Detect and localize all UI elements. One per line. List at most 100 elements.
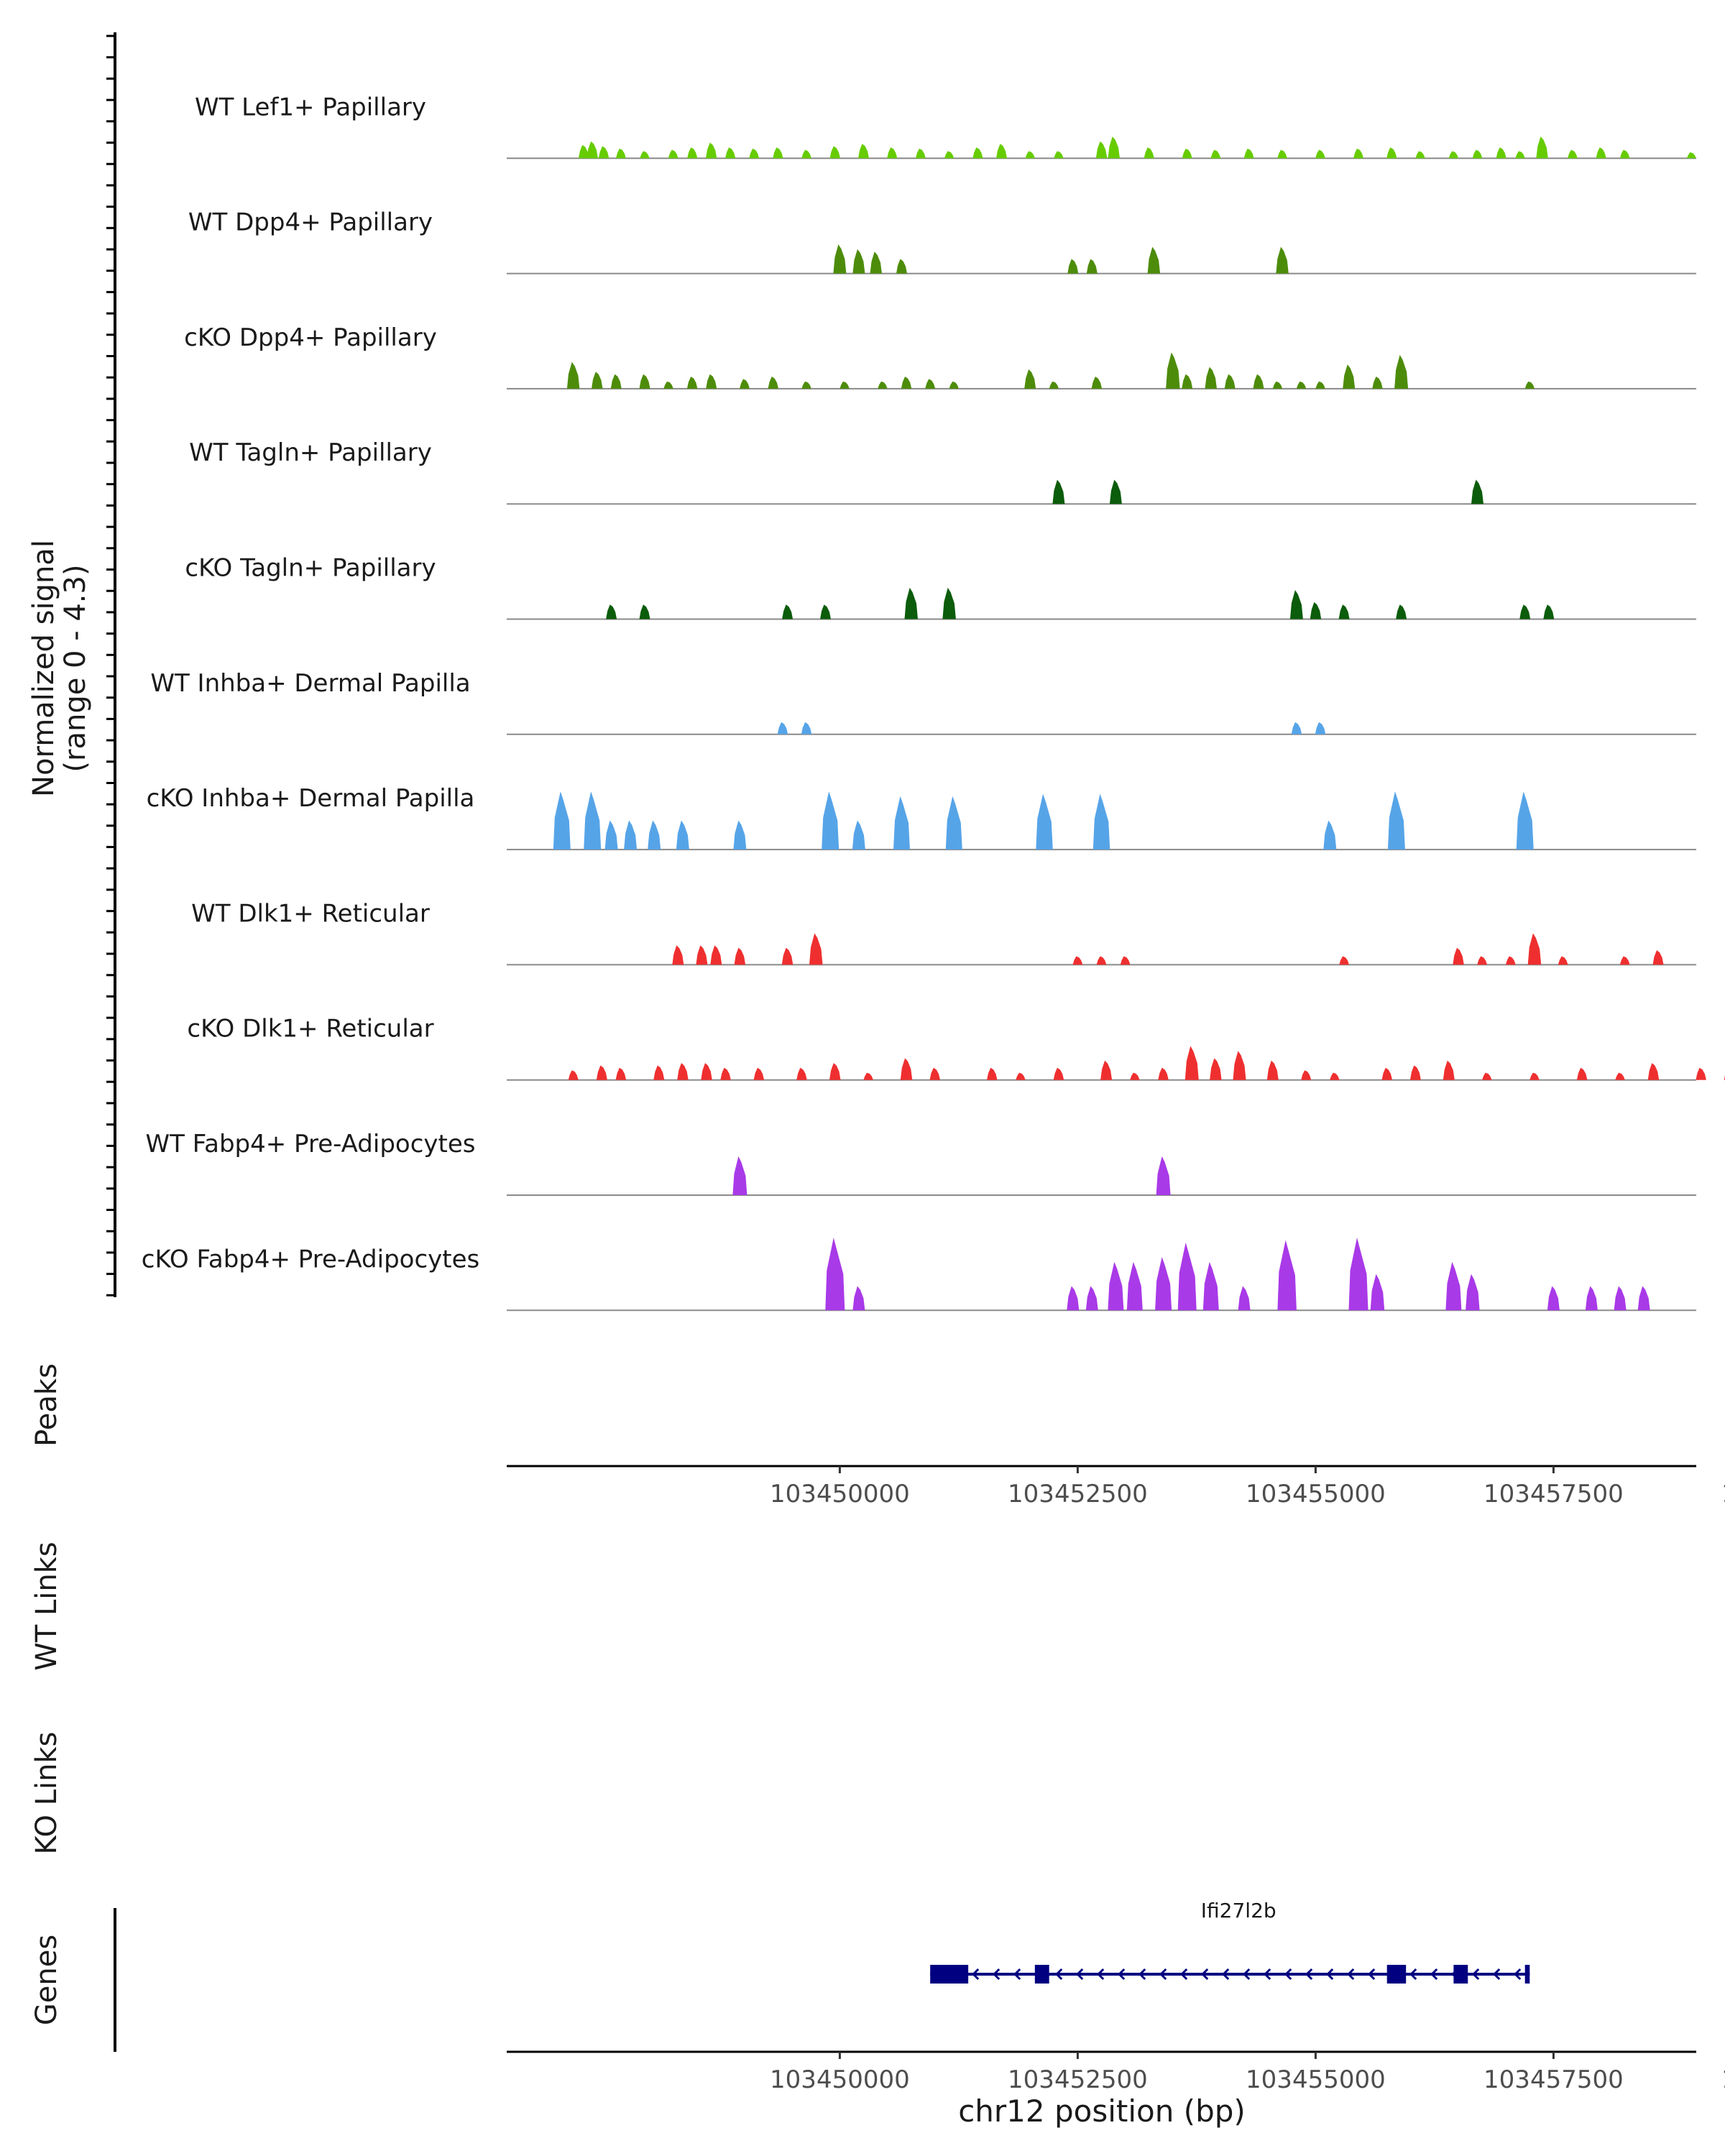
coverage-peak (1202, 1261, 1219, 1311)
track-2: WT Dpp4+ Papillary (188, 208, 1696, 275)
strand-arrow (1264, 1968, 1271, 1981)
peaks-x-axis-ticks: 103450000 103452500 103455000 103457500 1034… (770, 1466, 1725, 1508)
coverage-peak (1095, 141, 1108, 159)
coverage-peak (1100, 1060, 1113, 1080)
coverage-peak (1394, 354, 1409, 389)
strand-arrow (1409, 1968, 1417, 1981)
coverage-peak (596, 1065, 607, 1080)
coverage-peak (701, 1063, 712, 1080)
strand-arrow (1368, 1968, 1376, 1981)
coverage-peak (1530, 1072, 1540, 1080)
coverage-peak (887, 147, 898, 159)
strand-arrow (1180, 1968, 1188, 1981)
coverage-peak (668, 149, 678, 159)
coverage-peak (996, 144, 1007, 159)
track-label: WT Lef1+ Papillary (195, 93, 426, 121)
coverage-peak (1096, 956, 1107, 965)
coverage-peak (1276, 247, 1289, 274)
coverage-peak (852, 249, 865, 274)
strand-arrow (1013, 1968, 1021, 1981)
coverage-peak (782, 604, 794, 619)
coverage-tracks: WT Lef1+ Papillary WT Dpp4+ Papillary cKO … (142, 93, 1725, 1312)
coverage-peak (686, 377, 698, 389)
coverage-peak (801, 381, 811, 389)
coverage-peak (1619, 149, 1630, 159)
x-tick-label: 103450000 (770, 1480, 910, 1508)
x-tick-label: 103452500 (1008, 2065, 1148, 2094)
coverage-peak (1310, 602, 1322, 619)
coverage-peak (578, 144, 589, 159)
coverage-peak (1409, 1065, 1421, 1080)
strand-arrow (1514, 1968, 1522, 1981)
coverage-peak (1516, 791, 1534, 850)
track-label: WT Tagln+ Papillary (189, 438, 432, 467)
coverage-peak (1445, 1261, 1462, 1311)
x-tick-label: 103457500 (1484, 1480, 1624, 1508)
coverage-peak (610, 374, 622, 389)
coverage-peak (604, 820, 618, 850)
coverage-peak (1144, 147, 1154, 159)
coverage-peak (1184, 1046, 1199, 1080)
coverage-peak (1210, 1058, 1222, 1080)
coverage-peak (942, 587, 956, 619)
coverage-peak (801, 149, 811, 159)
track-label: WT Dpp4+ Papillary (188, 208, 433, 237)
coverage-peak (1482, 1072, 1492, 1080)
coverage-peak (648, 820, 661, 850)
strand-arrow (1222, 1968, 1230, 1981)
strand-arrow (1472, 1968, 1480, 1981)
coverage-peak (732, 1156, 748, 1195)
coverage-peak (1277, 149, 1287, 159)
coverage-peak (1614, 1286, 1627, 1311)
coverage-peak (1155, 1257, 1172, 1311)
coverage-peak (1466, 1273, 1480, 1311)
coverage-peak (1415, 151, 1425, 159)
strand-arrow (972, 1968, 980, 1981)
coverage-peak (1386, 147, 1397, 159)
coverage-peak (829, 1063, 841, 1080)
coverage-peak (777, 722, 788, 734)
strand-arrow (1076, 1968, 1084, 1981)
coverage-peak (1596, 147, 1606, 159)
x-tick-label: 103450000 (770, 2065, 910, 2094)
coverage-peak (945, 796, 962, 850)
coverage-peak (1205, 367, 1217, 389)
coverage-peak (822, 791, 840, 850)
coverage-peak (1619, 956, 1630, 965)
coverage-peak (870, 252, 882, 274)
gene-exon (930, 1965, 969, 1984)
coverage-peak (796, 1067, 807, 1080)
x-axis-label: chr12 position (bp) (958, 2093, 1246, 2129)
coverage-peak (749, 148, 760, 159)
coverage-peak (568, 1070, 579, 1080)
coverage-peak (1453, 947, 1464, 965)
track-1: WT Lef1+ Papillary (195, 93, 1696, 160)
coverage-peak (801, 722, 812, 734)
coverage-peak (1515, 151, 1525, 159)
signal-axis-ticks (106, 34, 115, 1296)
coverage-peak (624, 820, 638, 850)
track-11: cKO Fabp4+ Pre-Adipocytes (142, 1238, 1696, 1312)
coverage-peak (1024, 369, 1036, 389)
track-label: WT Fabp4+ Pre-Adipocytes (146, 1130, 476, 1158)
coverage-peak (753, 1067, 765, 1080)
coverage-peak (1120, 956, 1131, 965)
coverage-peak (896, 259, 907, 274)
coverage-peak (1036, 793, 1053, 850)
coverage-peak (1086, 259, 1098, 274)
coverage-peak (1353, 148, 1363, 159)
coverage-peak (1527, 933, 1542, 965)
gene-exon (1386, 1965, 1407, 1984)
coverage-peak (1477, 956, 1487, 965)
coverage-peak (858, 144, 869, 159)
ko-links-panel-label: KO Links (30, 1732, 63, 1855)
coverage-peak (1472, 149, 1483, 159)
coverage-peak (1091, 377, 1103, 389)
coverage-peak (663, 381, 673, 389)
coverage-peak (1182, 148, 1192, 159)
coverage-peak (1330, 1072, 1340, 1080)
coverage-peak (949, 381, 959, 389)
coverage-peak (1387, 791, 1405, 850)
coverage-peak (677, 1063, 689, 1080)
coverage-peak (901, 377, 912, 389)
